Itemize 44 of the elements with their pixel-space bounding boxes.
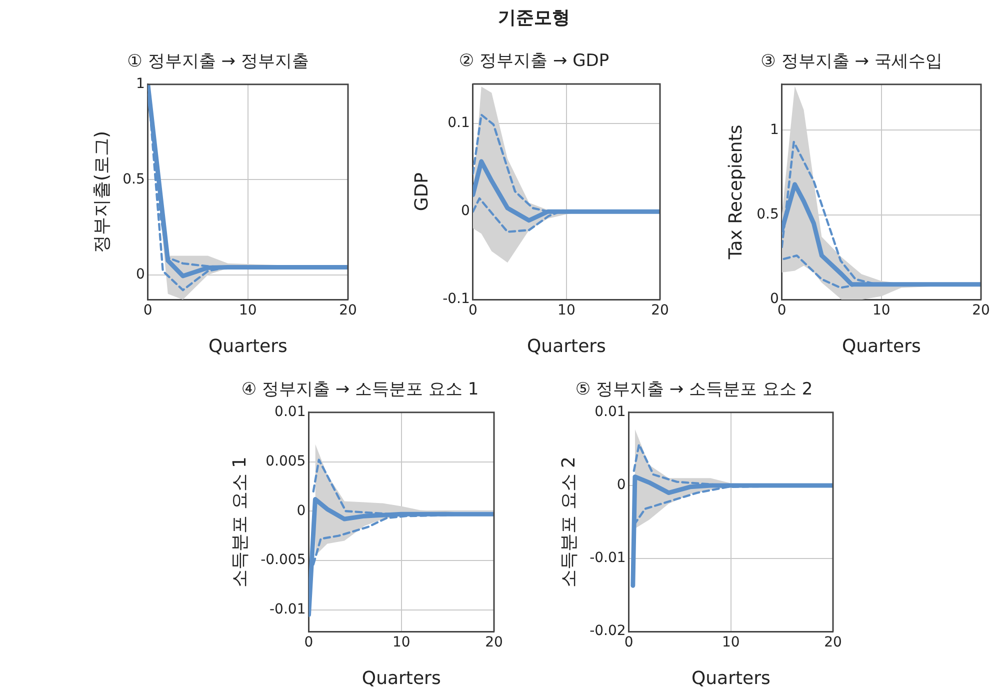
y-tick-label: 0.1 <box>448 115 470 132</box>
y-tick-label: -0.1 <box>442 291 470 308</box>
x-axis-title: Quarters <box>691 668 770 689</box>
y-axis-title: Tax Recepients <box>725 124 746 260</box>
x-tick-label: 10 <box>558 302 576 319</box>
y-axis-title: 소득분포 요소 1 <box>229 456 250 588</box>
x-tick-label: 10 <box>239 302 257 319</box>
y-tick-label: 0 <box>136 266 145 282</box>
y-axis-title: 정부지출(로그) <box>91 130 112 254</box>
x-tick-label: 20 <box>824 634 842 651</box>
y-tick-label: 0.01 <box>274 404 306 420</box>
y-tick-label: -0.01 <box>269 602 306 618</box>
x-tick-label: 20 <box>339 302 357 319</box>
chart-subtitle: ② 정부지출 → GDP <box>458 51 610 72</box>
y-tick-label: 1 <box>770 122 779 138</box>
y-tick-label: 0 <box>616 477 626 494</box>
y-tick-label: -0.02 <box>590 623 626 640</box>
y-tick-label: -0.01 <box>590 550 626 566</box>
y-tick-label: -0.005 <box>260 552 306 568</box>
x-tick-label: 10 <box>392 634 410 651</box>
x-axis-title: Quarters <box>526 336 606 357</box>
x-tick-label: 20 <box>972 302 990 319</box>
x-tick-label: 20 <box>485 634 503 651</box>
x-tick-label: 10 <box>872 302 890 319</box>
x-axis-title: Quarters <box>842 336 921 357</box>
chart-subtitle: ① 정부지출 → 정부지출 <box>127 52 309 72</box>
chart-subtitle: ④ 정부지출 → 소득분포 요소 1 <box>241 380 479 400</box>
y-tick-label: 0.5 <box>122 171 145 188</box>
chart-subtitle: ⑤ 정부지출 → 소득분포 요소 2 <box>575 380 813 400</box>
y-tick-label: 0 <box>460 203 470 220</box>
x-axis-title: Quarters <box>362 668 441 689</box>
y-tick-label: 0 <box>770 291 779 308</box>
y-tick-label: 1 <box>136 76 145 92</box>
y-axis-title: 소득분포 요소 2 <box>558 456 580 588</box>
y-tick-label: 0.01 <box>594 404 626 420</box>
y-axis-title: GDP <box>411 172 432 212</box>
chart-subtitle: ③ 정부지출 → 국세수입 <box>760 52 942 72</box>
y-tick-label: 0.005 <box>266 453 306 470</box>
y-tick-label: 0 <box>296 502 306 519</box>
x-axis-title: Quarters <box>208 336 288 357</box>
chart-title: 기준모형 <box>498 7 570 28</box>
y-tick-label: 0.5 <box>756 206 779 223</box>
x-tick-label: 10 <box>722 634 740 651</box>
x-tick-label: 20 <box>651 302 669 319</box>
